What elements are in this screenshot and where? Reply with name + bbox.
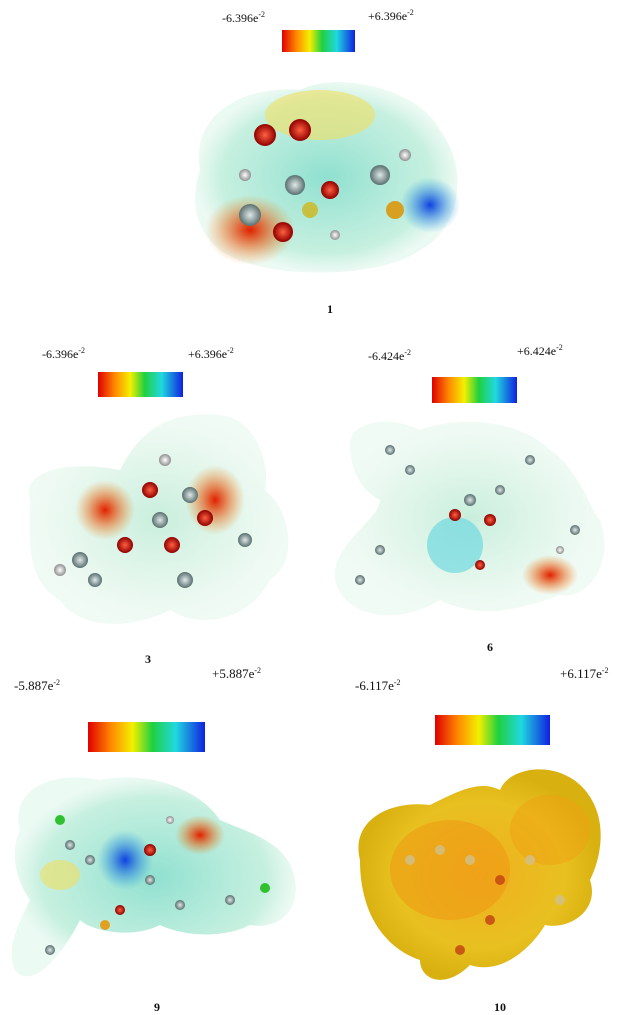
atom <box>72 552 88 568</box>
min-label: -6.117e-2 <box>355 678 401 693</box>
min-label: -5.887e-2 <box>14 678 60 693</box>
atom <box>464 494 476 506</box>
color-scale <box>88 722 205 752</box>
panel: -6.424e-2 +6.424e-2 6 <box>335 343 605 654</box>
atom <box>435 845 445 855</box>
compound-label: 3 <box>145 652 151 666</box>
atom <box>355 575 365 585</box>
atom <box>55 815 65 825</box>
surface-region <box>75 480 135 540</box>
figure: -6.396e-2 +6.396e-2 1 -6.396e-2 +6.396e-… <box>0 0 622 1015</box>
surface-region <box>427 517 483 573</box>
atom <box>152 512 168 528</box>
atom <box>495 485 505 495</box>
atom <box>175 900 185 910</box>
max-label: +6.424e-2 <box>517 343 563 358</box>
atom <box>142 482 158 498</box>
color-scale <box>435 715 550 745</box>
atom <box>273 222 293 242</box>
color-scale <box>432 377 517 403</box>
atom <box>399 149 411 161</box>
atom <box>385 445 395 455</box>
compound-label: 6 <box>487 640 493 654</box>
atom <box>117 537 133 553</box>
min-label: -6.396e-2 <box>42 346 85 361</box>
panel: -6.396e-2 +6.396e-2 3 <box>29 346 289 666</box>
surface-region <box>265 90 375 140</box>
panel: -6.117e-2 +6.117e-2 10 <box>355 666 609 1014</box>
atom <box>177 572 193 588</box>
atom <box>405 855 415 865</box>
atom <box>485 915 495 925</box>
atom <box>484 514 496 526</box>
atom <box>289 119 311 141</box>
atom <box>238 533 252 547</box>
molecule-surface <box>29 414 289 624</box>
atom <box>555 895 565 905</box>
surface-region <box>97 830 153 890</box>
atom <box>330 230 340 240</box>
atom <box>495 875 505 885</box>
atom <box>465 855 475 865</box>
atom <box>254 124 276 146</box>
atom <box>164 537 180 553</box>
atom <box>115 905 125 915</box>
max-label: +6.396e-2 <box>368 8 414 23</box>
min-label: -6.396e-2 <box>222 10 265 25</box>
atom <box>182 487 198 503</box>
molecule-surface <box>195 82 460 272</box>
molecule-surface <box>12 777 296 976</box>
atom <box>144 844 156 856</box>
atom <box>100 920 110 930</box>
atom <box>145 875 155 885</box>
atom <box>285 175 305 195</box>
atom <box>321 181 339 199</box>
atom <box>260 883 270 893</box>
atom <box>375 545 385 555</box>
compound-label: 10 <box>494 1000 506 1014</box>
atom <box>159 454 171 466</box>
atom <box>455 945 465 955</box>
atom <box>54 564 66 576</box>
panel: -5.887e-2 +5.887e-2 9 <box>12 666 296 1014</box>
color-scale <box>98 372 183 397</box>
atom <box>225 895 235 905</box>
max-label: +5.887e-2 <box>212 666 261 681</box>
compound-label: 1 <box>327 302 333 316</box>
atom <box>386 201 404 219</box>
surface-region <box>40 860 80 890</box>
atom <box>475 560 485 570</box>
atom <box>570 525 580 535</box>
atom <box>525 855 535 865</box>
max-label: +6.117e-2 <box>560 666 609 681</box>
min-label: -6.424e-2 <box>368 348 411 363</box>
surface-region <box>510 795 590 865</box>
atom <box>556 546 564 554</box>
atom <box>239 204 261 226</box>
panel: -6.396e-2 +6.396e-2 1 <box>195 8 460 316</box>
color-scale <box>282 30 355 52</box>
atom <box>166 816 174 824</box>
atom <box>239 169 251 181</box>
atom <box>88 573 102 587</box>
atom <box>525 455 535 465</box>
atom <box>197 510 213 526</box>
atom <box>85 855 95 865</box>
surface-region <box>400 177 460 233</box>
compound-label: 9 <box>154 1000 160 1014</box>
atom <box>449 509 461 521</box>
atom <box>370 165 390 185</box>
max-label: +6.396e-2 <box>188 346 234 361</box>
molecule-surface <box>335 422 605 615</box>
atom <box>405 465 415 475</box>
atom <box>302 202 318 218</box>
page: -6.396e-2 +6.396e-2 1 -6.396e-2 +6.396e-… <box>0 0 622 1015</box>
atom <box>45 945 55 955</box>
surface-region <box>390 820 510 920</box>
surface-region <box>522 555 578 595</box>
surface-region <box>175 815 225 855</box>
molecule-surface <box>358 769 600 979</box>
atom <box>65 840 75 850</box>
